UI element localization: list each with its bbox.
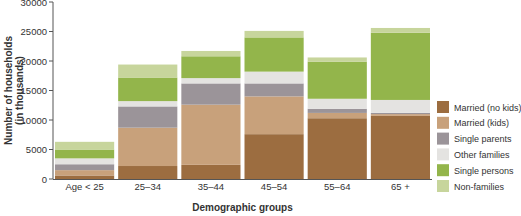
legend-label: Married (no kids) bbox=[454, 103, 521, 113]
bar-segment bbox=[181, 51, 240, 56]
y-tick-label: 30000 bbox=[21, 0, 47, 8]
legend-label: Non-families bbox=[454, 182, 505, 192]
y-axis-title: Number of households(in thousands) bbox=[3, 36, 25, 145]
bar-segment bbox=[55, 142, 114, 150]
y-tick bbox=[49, 120, 53, 121]
bar-segment bbox=[245, 72, 304, 84]
bar-segment bbox=[371, 33, 430, 100]
legend-label: Single persons bbox=[454, 166, 514, 176]
legend-swatch bbox=[437, 117, 449, 129]
y-tick bbox=[49, 2, 53, 3]
y-tick bbox=[49, 179, 53, 180]
x-tick-label: 65 + bbox=[391, 181, 410, 192]
y-tick bbox=[49, 61, 53, 62]
legend-swatch bbox=[437, 101, 449, 113]
bar-segment bbox=[245, 96, 304, 134]
bar-segment bbox=[308, 99, 367, 109]
bar-segment bbox=[55, 150, 114, 159]
bar-segment bbox=[55, 175, 114, 179]
bar-segment bbox=[245, 83, 304, 96]
legend-label: Other families bbox=[454, 150, 510, 160]
legend-swatch bbox=[437, 164, 449, 176]
y-tick-label: 0 bbox=[42, 174, 47, 185]
x-tick-label: 45–54 bbox=[261, 181, 287, 192]
bar-segment bbox=[371, 114, 430, 116]
y-axis-title-line: Number of households bbox=[3, 36, 14, 145]
x-axis-line bbox=[53, 179, 432, 180]
bar-segment bbox=[181, 78, 240, 83]
bar-segment bbox=[181, 105, 240, 165]
bar-segment bbox=[181, 56, 240, 78]
bars bbox=[55, 28, 430, 179]
legend-swatch bbox=[437, 148, 449, 160]
bar-segment bbox=[371, 113, 430, 114]
y-tick-label: 5000 bbox=[26, 144, 47, 155]
bar-segment bbox=[55, 158, 114, 164]
bar-segment bbox=[308, 109, 367, 113]
bar-segment bbox=[118, 101, 177, 106]
bar-segment bbox=[181, 165, 240, 179]
x-tick-label: 25–34 bbox=[135, 181, 161, 192]
y-axis-title-line: (in thousands) bbox=[14, 56, 25, 125]
legend-label: Single parents bbox=[454, 134, 512, 144]
bar-segment bbox=[371, 116, 430, 179]
bar-segment bbox=[118, 128, 177, 166]
bar-segment bbox=[308, 118, 367, 179]
bar-segment bbox=[308, 57, 367, 61]
bar-segment bbox=[371, 28, 430, 33]
y-tick bbox=[49, 31, 53, 32]
bar-segment bbox=[308, 62, 367, 99]
chart: 050001000015000200002500030000Age < 2525… bbox=[0, 0, 521, 216]
bar-segment bbox=[55, 164, 114, 170]
bar-segment bbox=[118, 78, 177, 102]
bar-segment bbox=[245, 31, 304, 37]
x-tick-label: Age < 25 bbox=[65, 181, 103, 192]
y-tick bbox=[49, 90, 53, 91]
legend: Married (no kids) Married (kids) Single pa… bbox=[437, 101, 521, 192]
legend-label: Married (kids) bbox=[454, 118, 509, 128]
bar-segment bbox=[245, 37, 304, 71]
bar-segment bbox=[245, 134, 304, 179]
bar-segment bbox=[371, 100, 430, 113]
bar-segment bbox=[118, 106, 177, 127]
bar-segment bbox=[55, 170, 114, 175]
y-tick bbox=[49, 149, 53, 150]
x-tick-label: 55–64 bbox=[324, 181, 350, 192]
x-axis-title: Demographic groups bbox=[192, 202, 293, 213]
y-tick-label: 25000 bbox=[21, 26, 47, 37]
bar-segment bbox=[118, 166, 177, 179]
bar-segment bbox=[308, 113, 367, 118]
bar-segment bbox=[118, 65, 177, 78]
bar-segment bbox=[181, 83, 240, 104]
x-tick-label: 35–44 bbox=[198, 181, 224, 192]
legend-swatch bbox=[437, 180, 449, 192]
legend-swatch bbox=[437, 133, 449, 145]
